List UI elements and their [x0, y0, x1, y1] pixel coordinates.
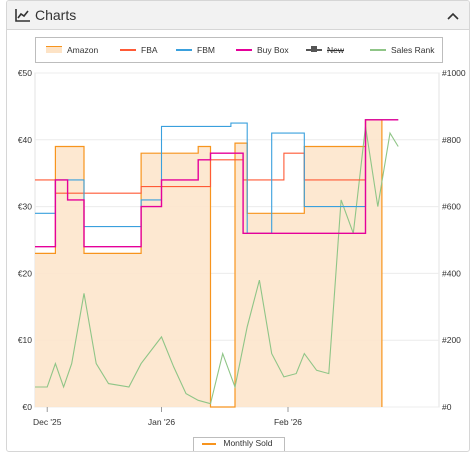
y-left-tick-label: €40 [18, 135, 32, 145]
y-right-tick-label: #400 [442, 268, 461, 278]
x-tick-label: Dec '25 [33, 417, 62, 427]
y-left-tick-label: €30 [18, 202, 32, 212]
y-right-tick-label: #0 [442, 402, 452, 412]
y-left-tick-label: €20 [18, 268, 32, 278]
y-right-tick-label: #200 [442, 335, 461, 345]
y-right-tick-label: #800 [442, 135, 461, 145]
price-history-chart: €0 #0 €10 #200 €20 #400 €30 #600 €40 #800 €50 #1000… [7, 1, 469, 437]
x-tick-label: Jan '26 [148, 417, 175, 427]
y-left-tick-label: €50 [18, 68, 32, 78]
y-right-tick-label: #600 [442, 202, 461, 212]
y-left-tick-label: €0 [23, 402, 33, 412]
monthly-sold-label: Monthly Sold [223, 438, 272, 448]
x-tick-label: Feb '26 [274, 417, 302, 427]
y-right-tick-label: #1000 [442, 68, 466, 78]
monthly-sold-swatch [202, 443, 216, 445]
y-left-tick-label: €10 [18, 335, 32, 345]
